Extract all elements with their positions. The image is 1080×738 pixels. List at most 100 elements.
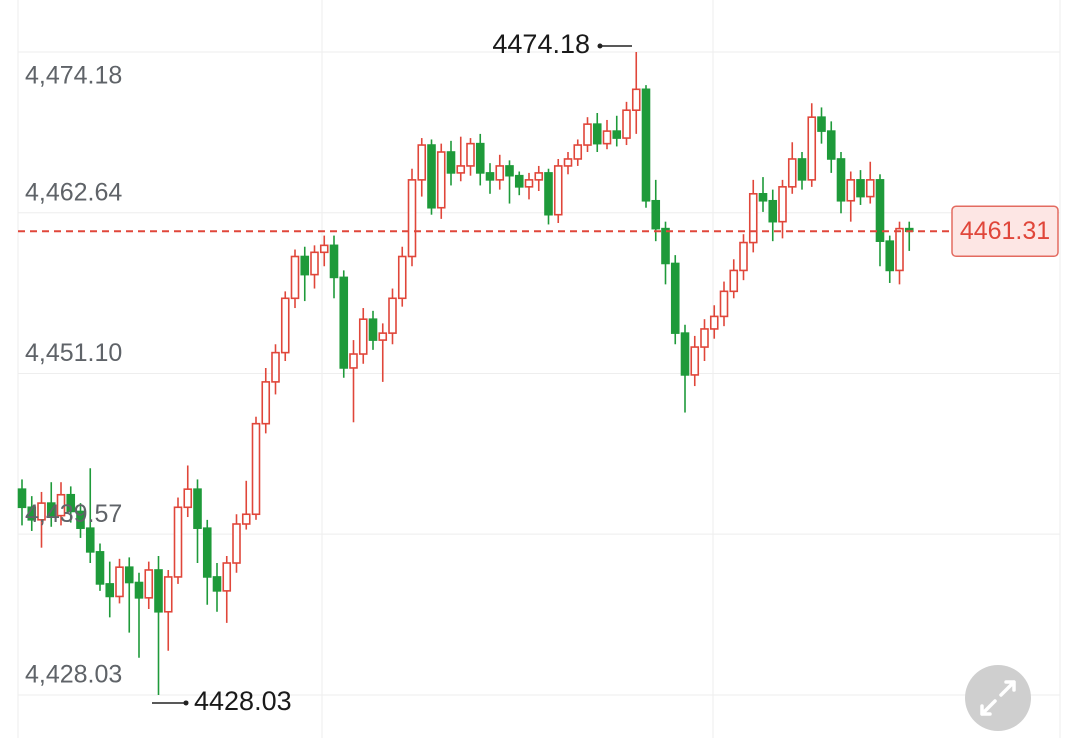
candle-body	[417, 144, 427, 181]
candle-body	[124, 566, 134, 584]
grid	[18, 51, 1060, 696]
candle-body	[797, 158, 807, 181]
candle-body	[768, 199, 778, 223]
high-label: 4474.18	[492, 29, 590, 59]
candle-body	[241, 513, 251, 525]
expand-button-bg[interactable]	[965, 665, 1031, 731]
candle-body	[407, 179, 417, 258]
candle-body	[17, 488, 27, 509]
candle-body	[495, 165, 505, 181]
candle-body	[583, 123, 592, 146]
candle-body	[436, 151, 446, 209]
candle-body	[76, 510, 85, 529]
last-price-box	[951, 205, 1059, 258]
candle-body	[534, 172, 544, 181]
candle-body	[670, 262, 680, 334]
candle-body	[290, 255, 300, 300]
candle-body	[193, 488, 202, 529]
candle-body	[105, 583, 115, 598]
candle-body	[612, 130, 622, 139]
candle-body	[700, 328, 709, 348]
candle-body	[446, 151, 456, 174]
candle-body	[163, 576, 173, 613]
candle-body	[222, 562, 232, 592]
candle-body	[836, 158, 846, 202]
candle-body	[817, 116, 826, 132]
candle-body	[485, 172, 495, 181]
candle-body	[144, 569, 154, 599]
candle-body	[397, 255, 407, 300]
overlay: 4,474.18 4,462.64 4,451.10 4,439.57 4,428.03…	[18, 29, 1059, 716]
expand-icon[interactable]	[980, 680, 1016, 716]
y-tick-label: 4,451.10	[25, 339, 122, 367]
candle-body	[66, 493, 76, 513]
candle-body	[739, 241, 748, 272]
candle-body	[661, 227, 670, 265]
candle-body	[310, 251, 319, 276]
candle-body	[329, 244, 339, 279]
candle-body	[875, 179, 885, 242]
candle-body	[807, 116, 817, 181]
candle-body	[680, 332, 690, 376]
y-tick-label: 4,462.64	[25, 178, 122, 206]
candle-body	[778, 186, 787, 223]
candle-body	[319, 244, 329, 254]
candle-body	[524, 179, 534, 188]
candle-body	[388, 297, 397, 334]
candle-body	[173, 506, 183, 578]
candle-body	[846, 179, 856, 202]
candle-body	[368, 318, 378, 341]
candle-body	[885, 240, 895, 272]
candle-body	[56, 493, 66, 517]
y-tick-label: 4,428.03	[25, 661, 122, 689]
candle-body	[46, 502, 56, 517]
candle-body	[202, 527, 212, 578]
candle-body	[232, 523, 241, 564]
candle-body	[826, 130, 836, 160]
candle-body	[212, 576, 222, 592]
candle-body	[651, 199, 661, 230]
candle-body	[358, 318, 368, 355]
candle-body	[622, 109, 631, 139]
candle-body	[573, 144, 583, 160]
candle-body	[553, 165, 563, 216]
candle-body	[758, 192, 768, 202]
candle-body	[27, 506, 37, 521]
candle-body	[641, 88, 651, 202]
candle-body	[856, 179, 865, 198]
last-price-label: 4461.31	[960, 217, 1050, 245]
low-label: 4428.03	[194, 686, 292, 716]
vertical-grid	[17, 0, 1061, 738]
candle-body	[251, 422, 261, 516]
candle-body	[787, 158, 797, 188]
candle-body	[183, 488, 193, 509]
candle-body	[37, 502, 46, 521]
candle-body	[466, 142, 475, 167]
candle-body	[378, 332, 388, 341]
candle-body	[85, 527, 95, 553]
candle-body	[748, 192, 758, 244]
candle-body	[475, 142, 485, 174]
candle-body	[602, 130, 612, 145]
candle-body	[719, 290, 729, 318]
y-tick-label: 4,474.18	[25, 62, 122, 90]
candle-body	[690, 346, 700, 376]
candle-body	[592, 123, 602, 145]
candle-body	[271, 351, 280, 383]
candle-body	[895, 227, 904, 272]
candle-body	[631, 88, 641, 112]
candle-body	[456, 165, 466, 174]
candle-body	[115, 566, 124, 598]
candle-body	[349, 353, 358, 369]
y-tick-label: 4,439.57	[25, 500, 122, 528]
candle-body	[339, 276, 349, 369]
candle-body	[300, 255, 310, 276]
expand-button[interactable]	[965, 665, 1031, 731]
candle-body	[280, 297, 290, 354]
high-marker-dot	[597, 43, 603, 49]
candle-body	[514, 174, 524, 188]
low-marker-dot	[183, 700, 189, 706]
candle-body	[505, 165, 514, 177]
candle-body	[261, 381, 271, 425]
